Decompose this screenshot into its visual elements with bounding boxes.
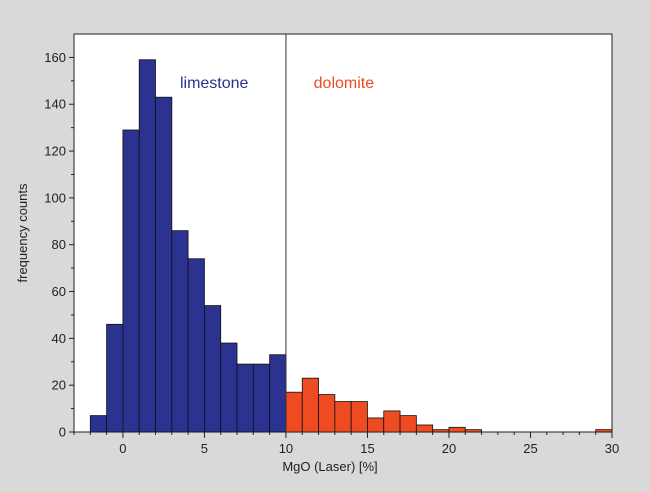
x-tick-label: 30: [605, 441, 619, 456]
bar: [367, 417, 385, 433]
y-axis-title: frequency counts: [15, 183, 30, 283]
bar: [236, 363, 254, 433]
x-tick-label: 0: [119, 441, 126, 456]
y-tick-label: 140: [44, 97, 66, 112]
x-axis-title: MgO (Laser) [%]: [282, 459, 377, 474]
y-tick-label: 20: [52, 378, 66, 393]
y-tick-label: 60: [52, 284, 66, 299]
bar: [171, 230, 189, 433]
x-tick-label: 25: [523, 441, 537, 456]
bar: [204, 305, 222, 433]
bar: [383, 410, 401, 433]
bar: [138, 59, 156, 433]
bars-layer: [89, 59, 613, 433]
bar: [187, 258, 205, 433]
y-tick-label: 100: [44, 190, 66, 205]
y-tick-label: 160: [44, 50, 66, 65]
x-tick-label: 15: [360, 441, 374, 456]
bar: [252, 363, 271, 433]
x-tick-label: 5: [201, 441, 208, 456]
y-tick-label: 80: [52, 237, 66, 252]
bar: [399, 415, 417, 433]
x-tick-label: 10: [279, 441, 293, 456]
annotation-limestone: limestone: [180, 75, 249, 92]
bar: [350, 401, 368, 433]
bar: [334, 401, 352, 433]
y-tick-label: 40: [52, 331, 66, 346]
bar: [285, 391, 303, 433]
y-tick-label: 120: [44, 144, 66, 159]
bar: [448, 426, 466, 433]
bar: [122, 129, 140, 433]
bar: [155, 96, 173, 433]
annotation-dolomite: dolomite: [314, 75, 375, 92]
bar: [464, 429, 482, 433]
bar: [595, 429, 613, 433]
y-tick-label: 0: [59, 425, 66, 440]
bar: [220, 342, 238, 433]
bar: [432, 429, 450, 433]
bar: [89, 415, 108, 433]
bar: [106, 323, 124, 433]
bar: [269, 354, 287, 433]
x-tick-label: 20: [442, 441, 456, 456]
axes-layer: 0 5 10 15 20 25 30 0 20 40 60 80 100 120 140 160: [44, 50, 619, 456]
bar: [415, 424, 434, 433]
bar: [318, 394, 336, 433]
bar: [301, 377, 319, 433]
